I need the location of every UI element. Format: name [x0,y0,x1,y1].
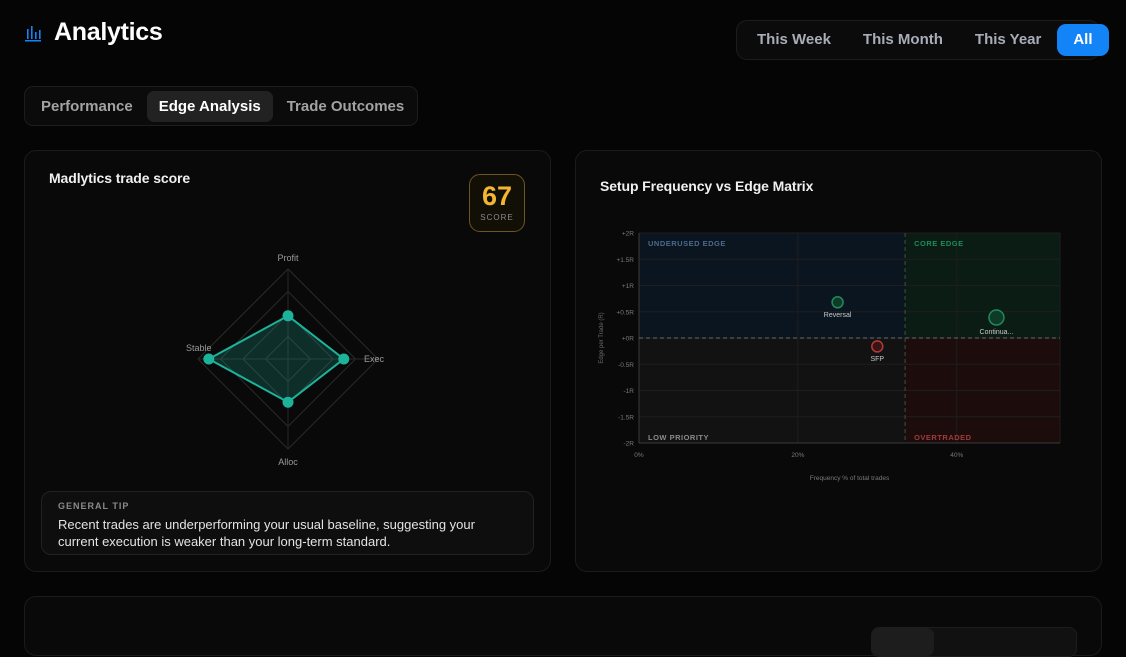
y-tick-label: -1R [624,388,635,395]
setup-point-label: SFP [870,356,884,363]
analytics-tabs: Performance Edge Analysis Trade Outcomes [24,86,418,126]
y-tick-label: +1R [622,283,634,290]
quadrant-label-low-priority: LOW PRIORITY [648,433,709,442]
y-tick-label: -0.5R [618,362,634,369]
radar-value-area [206,314,346,404]
quadrant-label-core-edge: CORE EDGE [914,239,964,248]
page-header: Analytics [24,18,163,47]
general-tip: GENERAL TIP Recent trades are underperfo… [41,491,534,555]
score-label: SCORE [480,213,514,222]
range-this-year-button[interactable]: This Year [974,31,1042,48]
radar-point-profit [282,310,294,322]
quadrant-label-underused-edge: UNDERUSED EDGE [648,239,726,248]
quadrant-label-overtraded: OVERTRADED [914,433,972,442]
radar-chart: Profit Exec Alloc Stable [186,253,385,467]
radar-label-profit: Profit [277,253,299,263]
x-tick-label: 0% [634,452,644,459]
y-tick-label: +0.5R [616,309,634,316]
bottom-view-toggle[interactable] [871,627,1077,657]
y-axis-label: Edge per Trade (R) [599,312,605,363]
score-value: 67 [481,181,513,211]
edge-matrix-card: Setup Frequency vs Edge Matrix UNDERUSED… [575,150,1102,572]
trade-score-title: Madlytics trade score [49,170,191,186]
bottom-view-toggle-active[interactable] [872,628,934,656]
radar-point-exec [338,353,350,365]
bar-chart-icon [25,25,41,41]
tab-trade-outcomes[interactable]: Trade Outcomes [286,97,405,115]
edge-matrix-chart: UNDERUSED EDGE CORE EDGE LOW PRIORITY OVERT… [599,231,1061,482]
x-tick-label: 20% [791,452,804,459]
range-this-week-button[interactable]: This Week [757,31,831,48]
score-badge: 67 SCORE [469,174,525,232]
trade-score-card: Madlytics trade score 67 SCORE Profit Exe… [24,150,551,572]
edge-matrix-title: Setup Frequency vs Edge Matrix [600,178,814,194]
setup-point-label: Continua... [980,329,1014,336]
range-this-month-button[interactable]: This Month [862,31,943,48]
setup-point-reversal[interactable] [831,296,844,309]
y-tick-label: -1.5R [618,414,634,421]
time-range-selector: This Week This Month This Year All [736,20,1109,60]
bottom-card [24,596,1102,657]
setup-point-sfp[interactable] [871,340,884,353]
page-title: Analytics [54,18,163,46]
radar-label-alloc: Alloc [278,457,298,467]
tip-text: Recent trades are underperforming your u… [58,517,475,549]
y-tick-label: +1.5R [616,257,634,264]
tip-label: GENERAL TIP [58,501,130,511]
radar-label-exec: Exec [364,354,385,364]
range-all-button[interactable]: All [1057,24,1109,56]
setup-point-continua[interactable] [988,309,1005,326]
y-tick-label: +2R [622,231,634,238]
x-axis-label: Frequency % of total trades [810,475,890,482]
radar-label-stable: Stable [186,343,212,353]
x-tick-label: 40% [950,452,963,459]
radar-point-stable [203,353,215,365]
y-tick-label: +0R [622,336,634,343]
y-tick-label: -2R [624,441,635,448]
tab-performance[interactable]: Performance [41,97,133,115]
tab-edge-analysis[interactable]: Edge Analysis [146,90,273,122]
setup-point-label: Reversal [824,312,852,319]
radar-point-alloc [282,396,294,408]
